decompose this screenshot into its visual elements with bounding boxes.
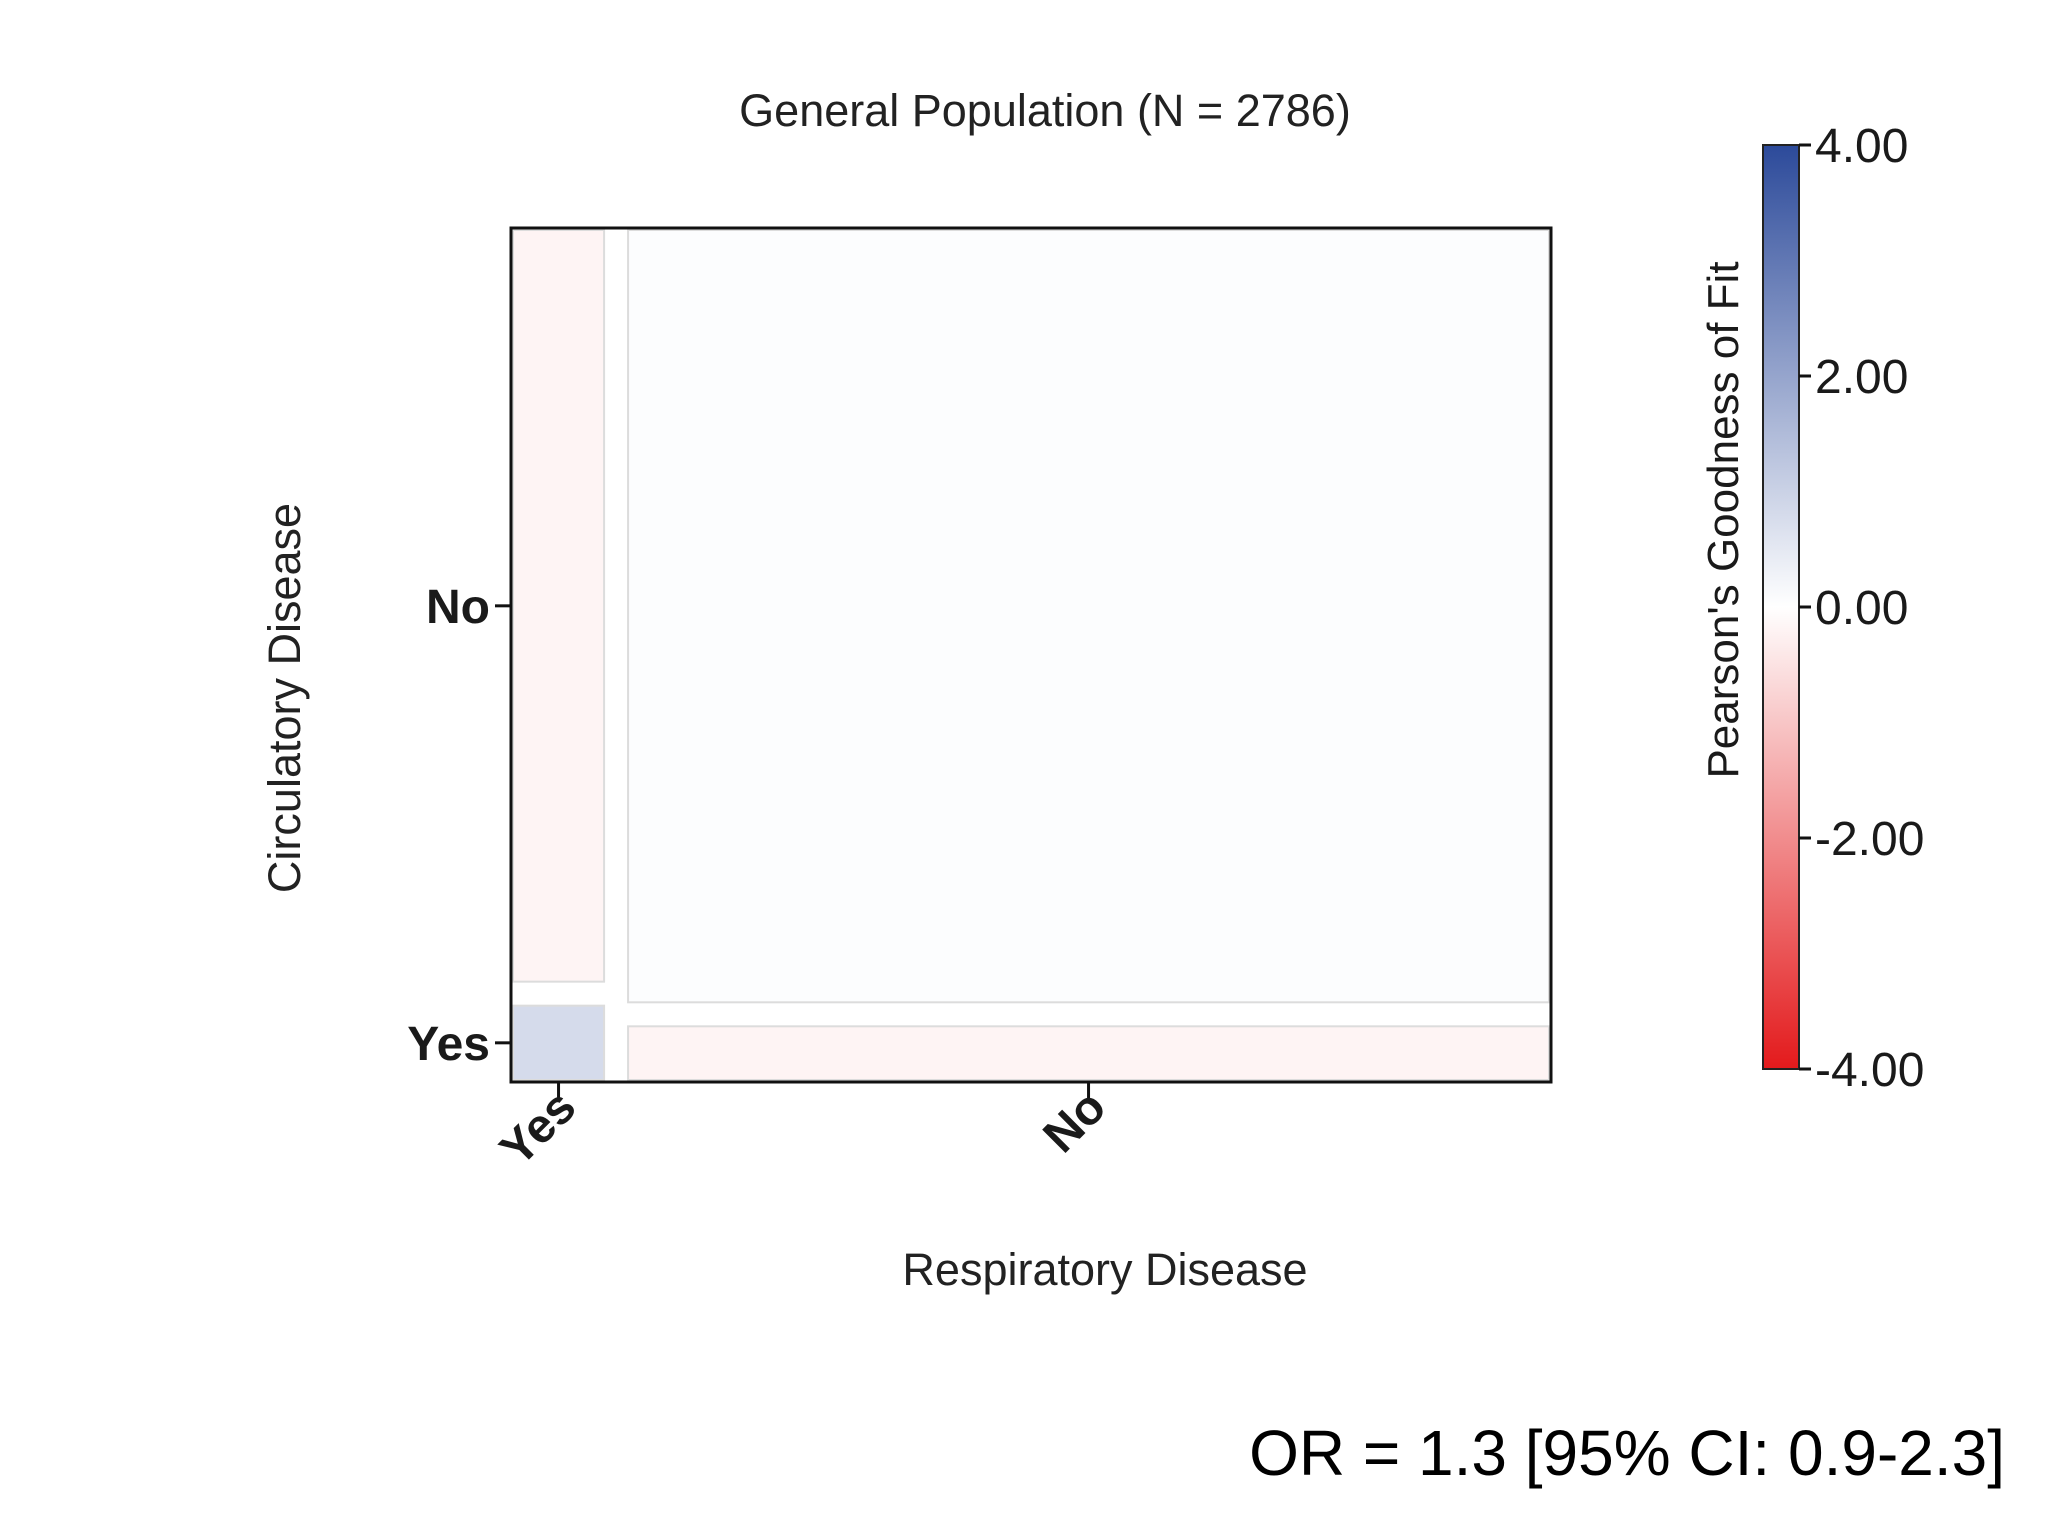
- x-axis: Yes No: [490, 1080, 1116, 1176]
- colorbar-tick-label: 4.00: [1815, 120, 1908, 173]
- colorbar-tick-label: 0.00: [1815, 582, 1908, 635]
- plot-frame: [509, 226, 1553, 1084]
- colorbar-tick-label: -4.00: [1815, 1044, 1924, 1097]
- colorbar-tick-label: -2.00: [1815, 813, 1924, 866]
- chart-title: General Population (N = 2786): [739, 85, 1351, 136]
- cell-yes-no: [512, 229, 606, 983]
- x-tick-label-yes: Yes: [490, 1080, 586, 1176]
- y-tick-label-yes: Yes: [407, 1018, 490, 1071]
- colorbar-tick-label: 2.00: [1815, 351, 1908, 404]
- cell-yes-yes: [512, 1004, 606, 1081]
- colorbar-title: Pearson's Goodness of Fit: [1699, 261, 1748, 778]
- colorbar-ticks: 4.00 2.00 0.00 -2.00 -4.00: [1799, 120, 1924, 1097]
- y-axis: Yes No: [407, 581, 511, 1071]
- x-axis-title: Respiratory Disease: [902, 1244, 1307, 1295]
- cell-no-no: [627, 229, 1550, 1004]
- cell-no-yes: [627, 1025, 1550, 1082]
- odds-ratio-annotation: OR = 1.3 [95% CI: 0.9-2.3]: [1249, 1417, 2005, 1489]
- colorbar: [1762, 144, 1800, 1070]
- y-axis-title: Circulatory Disease: [259, 503, 310, 893]
- y-tick-label-no: No: [426, 581, 490, 634]
- mosaic-cells: [512, 229, 1550, 1082]
- x-tick-label-no: No: [1034, 1080, 1117, 1163]
